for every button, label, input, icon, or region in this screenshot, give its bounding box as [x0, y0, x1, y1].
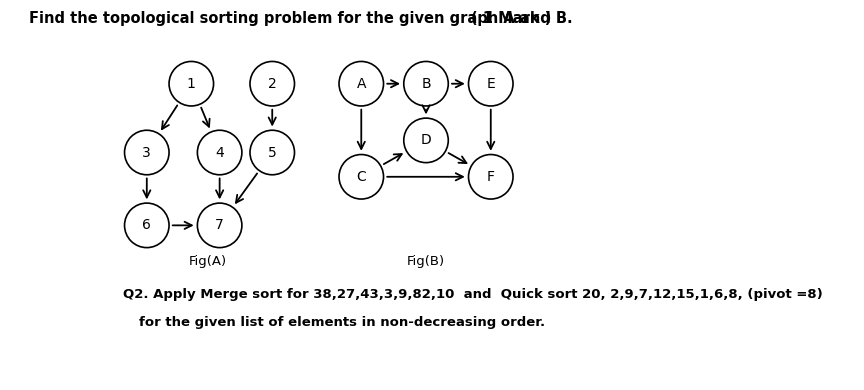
Text: ( 1 Mark ): ( 1 Mark ) — [471, 11, 551, 27]
Circle shape — [403, 62, 448, 106]
Text: E: E — [486, 77, 495, 91]
Text: A: A — [357, 77, 366, 91]
Circle shape — [124, 130, 169, 175]
Circle shape — [339, 154, 384, 199]
Text: Fig(A): Fig(A) — [188, 255, 226, 268]
Text: 6: 6 — [143, 218, 151, 232]
Circle shape — [197, 130, 242, 175]
Circle shape — [250, 62, 295, 106]
Circle shape — [250, 130, 295, 175]
Text: Find the topological sorting problem for the given graph A and B.: Find the topological sorting problem for… — [29, 11, 572, 27]
Text: C: C — [356, 170, 366, 184]
Circle shape — [403, 118, 448, 163]
Circle shape — [468, 154, 513, 199]
Text: Q2. Apply Merge sort for 38,27,43,3,9,82,10  and  Quick sort 20, 2,9,7,12,15,1,6: Q2. Apply Merge sort for 38,27,43,3,9,82… — [123, 288, 823, 301]
Text: 3: 3 — [143, 145, 151, 160]
Text: 7: 7 — [215, 218, 224, 232]
Text: 5: 5 — [268, 145, 276, 160]
Text: 1: 1 — [187, 77, 196, 91]
Circle shape — [197, 203, 242, 248]
Circle shape — [339, 62, 384, 106]
Circle shape — [468, 62, 513, 106]
Text: B: B — [422, 77, 431, 91]
Text: for the given list of elements in non-decreasing order.: for the given list of elements in non-de… — [139, 316, 545, 329]
Text: Fig(B): Fig(B) — [407, 255, 445, 268]
Text: D: D — [421, 133, 431, 147]
Text: F: F — [486, 170, 495, 184]
Text: 4: 4 — [215, 145, 224, 160]
Circle shape — [124, 203, 169, 248]
Text: 2: 2 — [268, 77, 276, 91]
Circle shape — [169, 62, 213, 106]
